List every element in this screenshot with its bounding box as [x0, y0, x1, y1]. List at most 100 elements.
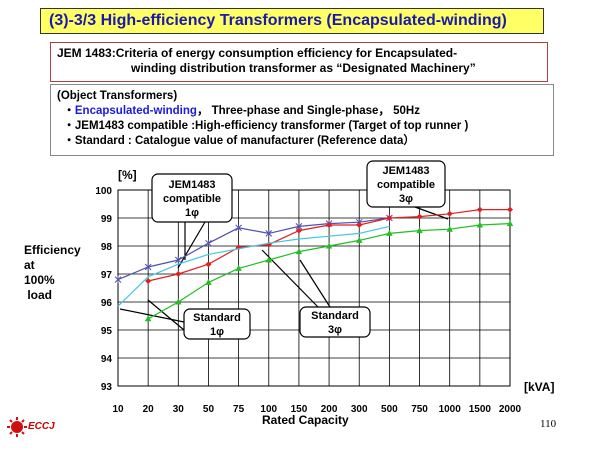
- callout-pointer: [299, 259, 331, 308]
- plot-frame: [117, 189, 511, 387]
- x-unit-label: [kVA]: [524, 380, 555, 394]
- y-tick-label: 95: [101, 326, 113, 337]
- x-tick-label: 75: [233, 404, 245, 415]
- data-point: [235, 244, 242, 251]
- data-point: [295, 222, 303, 230]
- data-point: [507, 206, 513, 213]
- data-point: [416, 227, 423, 234]
- x-tick-label: 50: [203, 404, 215, 415]
- series-3: [117, 225, 390, 307]
- x-axis-label: Rated Capacity: [262, 413, 349, 427]
- series-line: [117, 217, 390, 281]
- callout-text: 1φ: [210, 326, 224, 338]
- data-point: [386, 229, 393, 236]
- jem-criteria-box: JEM 1483:Criteria of energy consumption …: [50, 42, 548, 82]
- object-bullet-3: ・Standard : Catalogue value of manufactu…: [63, 135, 415, 147]
- x-tick-label: 10: [112, 404, 124, 415]
- callout-3: Standard 1φ: [183, 308, 251, 340]
- series-line: [147, 223, 511, 320]
- y-tick-labels: 100 99 98 97 96 95 94 93: [95, 186, 112, 393]
- data-point: [386, 214, 393, 222]
- y-unit-label: [%]: [118, 168, 137, 182]
- x-tick-label: 1500: [469, 404, 492, 415]
- data-point: [144, 263, 152, 271]
- page-number: 110: [540, 418, 557, 430]
- data-point: [295, 227, 302, 234]
- callout-text: 1φ: [185, 207, 199, 219]
- object-bullet-2: ・JEM1483 compatible :High-efficiency tra…: [63, 120, 469, 132]
- data-point: [386, 215, 393, 221]
- data-point: [265, 256, 272, 263]
- callout-text: compatible: [163, 193, 221, 205]
- callout-text: JEM1483: [382, 165, 429, 177]
- callout-text: JEM1483: [168, 179, 215, 191]
- x-tick-label: 750: [411, 404, 428, 415]
- encapsulated-winding-highlight: Encapsulated-winding: [74, 105, 197, 117]
- y-tick-label: 100: [95, 186, 112, 197]
- callout-text: Standard: [311, 310, 359, 322]
- jem-criteria-line2: winding distribution transformer as “Des…: [131, 61, 476, 75]
- jem-criteria-line1: JEM 1483:Criteria of energy consumption …: [57, 46, 458, 60]
- data-point: [265, 241, 272, 248]
- callout-1: JEM1483 compatible 1φ: [151, 173, 233, 223]
- data-point: [476, 221, 484, 228]
- callout-2: JEM1483 compatible 3φ: [366, 160, 446, 208]
- data-point: [265, 229, 273, 237]
- data-point: [356, 236, 363, 243]
- data-point: [205, 239, 212, 247]
- callout-text: compatible: [377, 179, 435, 191]
- data-point: [144, 315, 152, 322]
- callout-pointer: [147, 299, 185, 331]
- object-transformers-box: (Object Transformers) ・Encapsulated-wind…: [50, 84, 554, 156]
- data-point: [295, 248, 303, 255]
- series-1: [114, 214, 393, 284]
- y-tick-label: 98: [101, 242, 113, 253]
- data-point: [325, 220, 333, 228]
- callout-pointer: [261, 249, 319, 308]
- callout-lines: [119, 206, 449, 331]
- callout-4: Standard 3φ: [299, 306, 371, 338]
- data-point: [476, 206, 483, 213]
- data-point: [446, 210, 453, 217]
- data-point: [446, 225, 453, 232]
- series-line: [148, 209, 510, 282]
- x-tick-label: 1000: [439, 404, 462, 415]
- callout-text: 3φ: [399, 193, 413, 205]
- chart-grid: [117, 189, 511, 387]
- data-point: [235, 224, 242, 232]
- data-point: [355, 218, 363, 226]
- data-point: [145, 278, 152, 284]
- x-tick-label: 2000: [499, 404, 522, 415]
- callout-pointer: [177, 221, 206, 269]
- callout-text: 3φ: [328, 324, 342, 336]
- series-line: [117, 225, 390, 307]
- y-tick-label: 93: [101, 382, 113, 393]
- data-point: [114, 276, 122, 284]
- eccj-logo-icon: [7, 417, 27, 437]
- data-point: [205, 278, 212, 285]
- callout-pointer: [119, 308, 185, 323]
- data-point: [325, 242, 333, 249]
- x-tick-label: 30: [173, 404, 185, 415]
- object-bullet-1: ・Encapsulated-winding， Three-phase and S…: [63, 105, 420, 117]
- data-point: [416, 213, 423, 220]
- x-tick-label: 20: [143, 404, 155, 415]
- x-tick-label: 300: [351, 404, 368, 415]
- y-axis-label: Efficiency at 100% load: [24, 243, 81, 302]
- data-point: [235, 264, 242, 271]
- data-point: [205, 261, 212, 268]
- callout-pointer: [414, 206, 449, 220]
- x-tick-label: 500: [381, 404, 398, 415]
- object-heading: (Object Transformers): [57, 90, 178, 102]
- chart-series: [114, 206, 514, 322]
- callout-boxes: JEM1483compatible1φJEM1483compatible3φSt…: [151, 160, 446, 340]
- y-tick-label: 99: [101, 214, 113, 225]
- data-point: [175, 271, 182, 277]
- series-2: [145, 206, 513, 284]
- series-4: [144, 220, 514, 322]
- y-tick-label: 96: [101, 298, 113, 309]
- data-point: [175, 298, 182, 305]
- page-title: (3)-3/3 High-efficiency Transformers (En…: [40, 8, 544, 34]
- data-point: [326, 222, 333, 228]
- callout-text: Standard: [193, 312, 241, 324]
